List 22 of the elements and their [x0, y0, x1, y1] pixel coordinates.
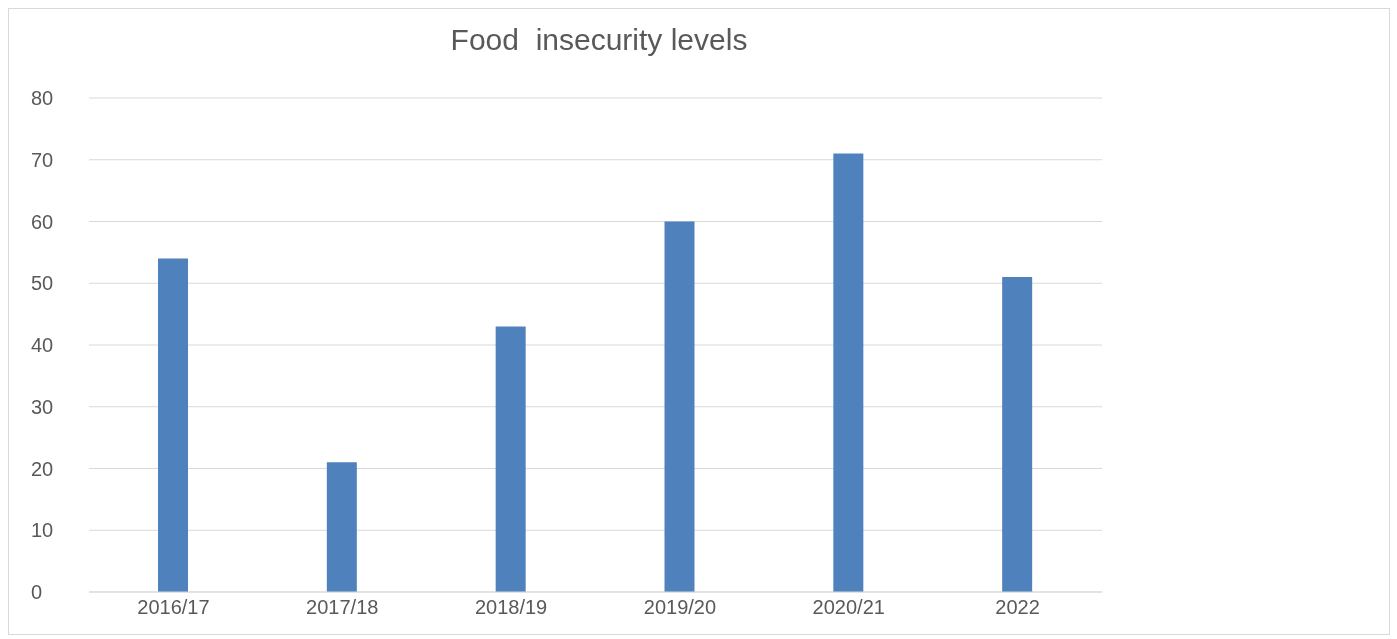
x-tick-label: 2020/21 — [812, 596, 885, 619]
x-tick-label: 2016/17 — [137, 596, 210, 619]
y-tick-label: 40 — [31, 334, 54, 357]
bar — [158, 258, 188, 592]
y-tick-label: 20 — [31, 457, 54, 480]
x-tick-label: 2018/19 — [474, 596, 548, 619]
y-tick-label: 70 — [31, 148, 54, 171]
y-tick-label: 0 — [31, 581, 43, 604]
y-tick-label: 30 — [31, 395, 54, 418]
bar — [1002, 277, 1033, 592]
x-tick-label: 2017/18 — [306, 596, 379, 619]
x-tick-label: 2019/20 — [643, 596, 717, 619]
bar — [326, 462, 357, 592]
y-tick-label: 10 — [31, 519, 54, 542]
y-tick-label: 80 — [31, 87, 54, 110]
bar — [664, 221, 695, 592]
bar — [495, 326, 526, 592]
y-tick-label: 60 — [31, 210, 54, 233]
bar — [833, 153, 864, 592]
y-tick-label: 50 — [31, 272, 54, 295]
x-tick-label: 2022 — [995, 596, 1040, 619]
chart-title: Food insecurity levels — [449, 23, 749, 57]
